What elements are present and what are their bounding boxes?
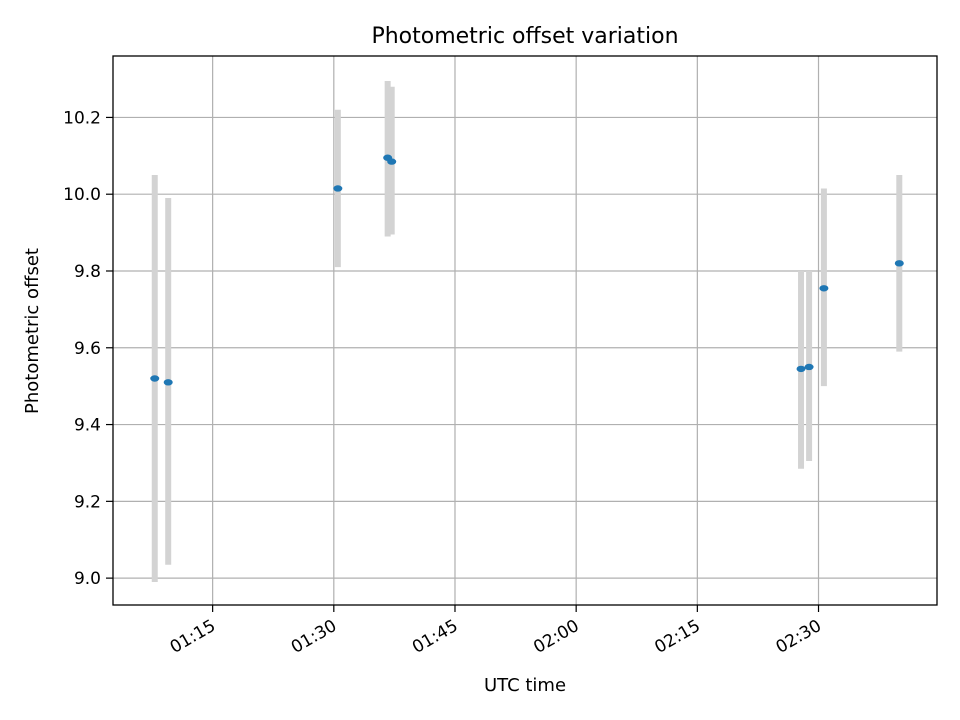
y-tick-label: 9.0: [74, 569, 101, 589]
y-tick-label: 9.4: [74, 416, 101, 436]
data-point: [150, 375, 160, 382]
y-tick-label: 10.2: [63, 108, 101, 128]
plot-frame: [112, 55, 938, 606]
x-tick-label: 01:30: [288, 616, 340, 658]
chart-title: Photometric offset variation: [371, 24, 678, 49]
y-tick-label: 9.6: [74, 339, 101, 359]
x-axis-label: UTC time: [484, 675, 566, 696]
y-tick-label: 9.2: [74, 492, 101, 512]
x-tick-label: 02:30: [773, 616, 825, 658]
x-tick-label: 01:15: [167, 616, 219, 658]
data-point: [387, 158, 397, 165]
data-point: [163, 379, 173, 386]
data-point: [894, 260, 904, 267]
data-point: [333, 185, 343, 192]
grid-lines: [113, 56, 937, 605]
x-axis-ticks: 01:15 01:30 01:45 02:00 02:15 02:30: [167, 605, 825, 658]
x-tick-label: 02:00: [530, 616, 582, 658]
data-point: [819, 285, 829, 292]
data-points: [150, 154, 904, 386]
y-axis-ticks: 9.0 9.2 9.4 9.6 9.8 10.0 10.2: [63, 108, 113, 589]
error-bars: [151, 80, 903, 582]
y-tick-label: 10.0: [63, 185, 101, 205]
y-axis-label: Photometric offset: [22, 248, 43, 414]
y-tick-label: 9.8: [74, 262, 101, 282]
x-tick-label: 01:45: [409, 616, 461, 658]
data-point: [796, 365, 806, 373]
x-tick-label: 02:15: [651, 616, 703, 658]
data-point: [804, 363, 814, 371]
